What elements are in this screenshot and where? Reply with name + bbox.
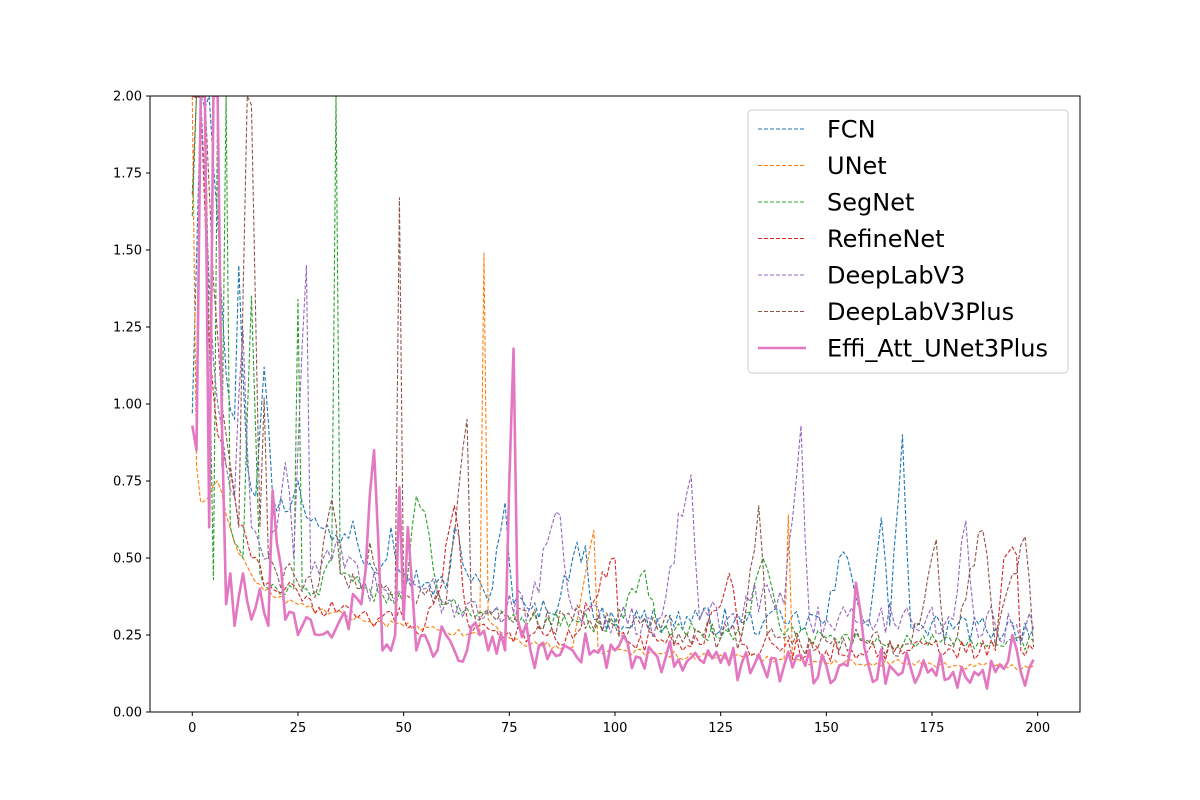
legend-label: DeepLabV3 xyxy=(827,262,965,290)
legend-label: FCN xyxy=(827,116,876,144)
x-tick-label: 50 xyxy=(395,721,412,736)
y-axis: 0.00 0.25 0.50 0.75 1.00 1.25 1.50 1.75 2.00 xyxy=(113,90,150,721)
legend: FCN UNet SegNet RefineNet DeepLabV3 DeepLabV3… xyxy=(747,109,1069,374)
y-tick-label: 1.50 xyxy=(113,244,142,259)
legend-label: DeepLabV3Plus xyxy=(827,298,1014,326)
x-tick-label: 75 xyxy=(501,721,518,736)
y-tick-label: 0.75 xyxy=(113,475,142,490)
x-tick-label: 150 xyxy=(814,721,839,736)
legend-label: UNet xyxy=(827,152,887,180)
y-tick-label: 0.00 xyxy=(113,706,142,721)
legend-frame xyxy=(747,109,1069,374)
y-tick-label: 0.25 xyxy=(113,629,142,644)
legend-label: Effi_Att_UNet3Plus xyxy=(827,335,1048,363)
x-tick-label: 200 xyxy=(1025,721,1050,736)
x-axis: 0 25 50 75 100 125 150 175 200 xyxy=(188,712,1050,736)
series-line-segnet xyxy=(191,96,1034,651)
y-tick-label: 1.75 xyxy=(113,167,142,182)
series-line-effi-att-unet3plus xyxy=(190,96,1035,690)
y-tick-label: 1.00 xyxy=(113,398,142,413)
legend-label: RefineNet xyxy=(827,225,945,253)
x-tick-label: 100 xyxy=(603,721,628,736)
legend-label: SegNet xyxy=(827,189,914,217)
series-line-deeplabv3 xyxy=(192,96,1035,646)
y-tick-label: 2.00 xyxy=(113,90,142,105)
series-line-deeplabv3plus xyxy=(191,96,1035,657)
x-tick-label: 175 xyxy=(920,721,945,736)
x-tick-label: 25 xyxy=(290,721,307,736)
series-layer xyxy=(190,96,1035,690)
series-line-refinenet xyxy=(192,96,1034,662)
x-tick-label: 0 xyxy=(188,721,196,736)
x-tick-label: 125 xyxy=(708,721,733,736)
y-tick-label: 1.25 xyxy=(113,321,142,336)
y-tick-label: 0.50 xyxy=(113,552,142,567)
